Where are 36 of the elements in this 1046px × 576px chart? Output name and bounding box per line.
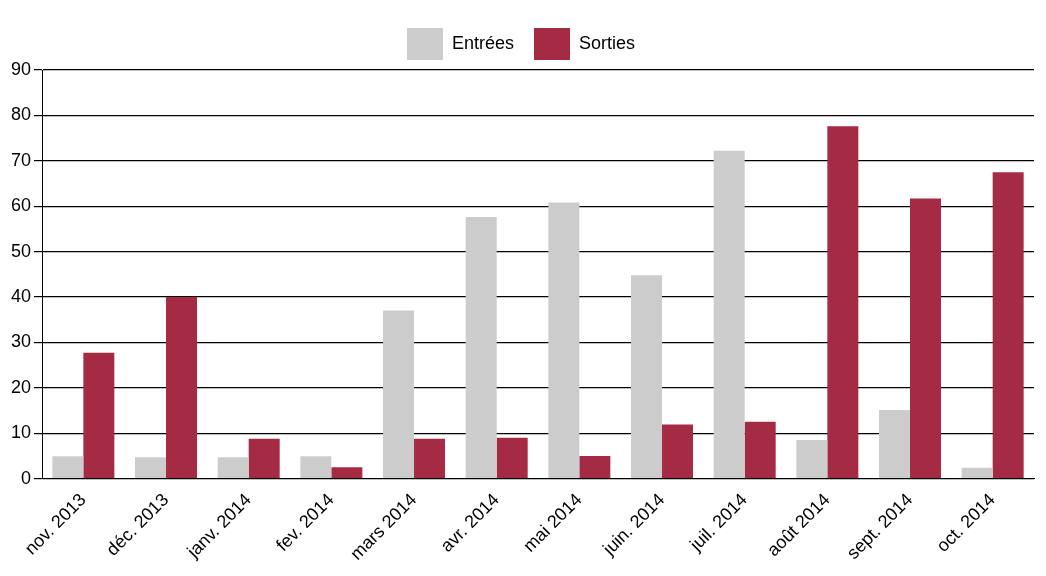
y-tick-label: 20	[10, 376, 32, 397]
bar	[631, 275, 663, 478]
y-tick-label: 70	[10, 149, 32, 170]
y-tick-label: 80	[10, 104, 32, 125]
bar	[796, 440, 828, 478]
bar	[52, 456, 84, 478]
bar	[827, 126, 859, 478]
bar	[910, 198, 941, 478]
bar	[713, 150, 745, 478]
y-tick-label: 0	[21, 467, 32, 488]
y-tick-label: 60	[10, 195, 32, 216]
bar	[496, 437, 528, 478]
bar	[83, 352, 115, 478]
y-tick-label: 30	[10, 331, 32, 352]
y-tick-label: 40	[10, 285, 32, 306]
bar	[579, 455, 611, 478]
bar	[217, 457, 249, 478]
y-tick-label: 10	[10, 422, 32, 443]
bar	[548, 202, 580, 478]
bar	[414, 438, 446, 478]
bar	[992, 172, 1024, 478]
y-tick-label: 50	[10, 240, 32, 261]
bar	[135, 457, 167, 478]
legend-label: Sorties	[579, 32, 636, 53]
bar	[248, 438, 280, 478]
bar	[300, 456, 332, 478]
bar	[961, 467, 993, 478]
y-tick-label: 90	[10, 58, 32, 79]
bar	[662, 424, 694, 478]
bar	[879, 410, 910, 478]
bar	[166, 297, 198, 478]
bar	[331, 467, 363, 478]
bar	[744, 421, 776, 478]
legend-label: Entrées	[451, 32, 515, 53]
bar	[383, 310, 415, 478]
bar	[465, 217, 497, 478]
